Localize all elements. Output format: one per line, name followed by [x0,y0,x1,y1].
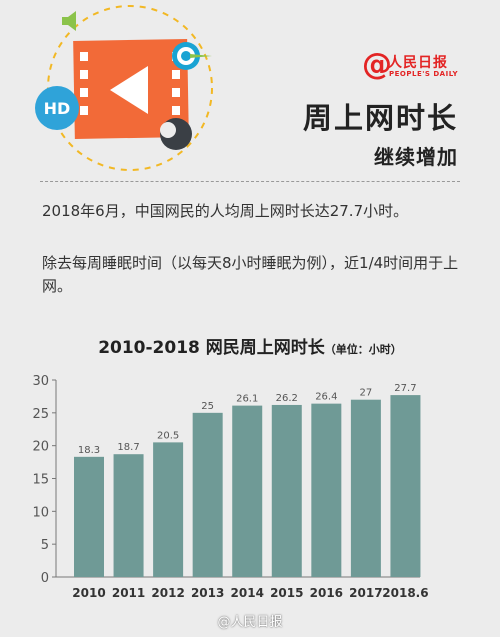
y-tick-label: 5 [41,538,49,553]
sleep-paragraph: 除去每周睡眠时间（以每天8小时睡眠为例），近1/4时间用于上网。 [42,254,459,295]
bar-2014 [232,405,263,577]
bar-2016 [311,403,342,577]
bar-2015 [271,404,302,577]
chart-unit-label: （单位：小时） [324,343,402,356]
dashed-divider [40,181,460,182]
x-tick-label: 2011 [112,586,145,600]
y-tick-label: 25 [32,407,49,422]
x-tick-label: 2015 [270,586,303,600]
x-tick-label: 2017 [349,586,382,600]
chart-title: 2010-2018 网民周上网时长 [98,338,325,358]
bar-value-label: 25 [201,401,214,412]
y-tick-label: 0 [41,571,49,586]
intro-paragraph: 2018年6月，中国网民的人均周上网时长达27.7小时。 [42,202,409,220]
hd-badge-label: HD [44,99,71,118]
y-tick-label: 20 [32,440,49,455]
target-icon [172,42,212,70]
bar-value-label: 26.1 [236,394,258,405]
bar-2012 [153,442,184,577]
logo-at-mark: @ [362,47,392,82]
x-tick-label: 2016 [310,586,343,600]
chart-title-row: 2010-2018 网民周上网时长（单位：小时） [0,333,500,358]
bar-2011 [113,454,144,577]
page-title: 周上网时长 [302,101,458,135]
bar-2013 [192,412,223,577]
bar-chart: 0 5 10 15 20 25 30 18.3 2010 18.7 2011 20.5 2012 25 20… [32,374,428,600]
bar-value-label: 27 [360,388,373,399]
bar-value-label: 26.4 [315,392,337,403]
x-tick-label: 2018.6 [382,586,428,600]
page-subtitle: 继续增加 [374,145,458,169]
play-icon [110,66,148,114]
logo-name: 人民日报 [388,55,448,71]
y-tick-label: 15 [32,473,49,488]
logo-english: PEOPLE'S DAILY [389,70,459,78]
bar-value-label: 20.5 [157,430,179,441]
x-tick-label: 2014 [231,586,264,600]
bar-value-label: 27.7 [394,383,416,394]
bar-value-label: 18.3 [78,445,100,456]
bar-value-label: 26.2 [276,393,298,404]
bar-value-label: 18.7 [117,442,139,453]
y-tick-label: 30 [32,374,49,389]
x-tick-label: 2013 [191,586,224,600]
hero-illustration: HD [35,5,213,171]
y-tick-label: 10 [32,505,49,520]
speaker-icon [62,11,76,31]
bar-2018.6 [390,395,421,577]
moon-icon [160,118,192,150]
watermark: @人民日报 [217,615,283,630]
x-tick-label: 2010 [72,586,105,600]
bar-2010 [74,456,104,577]
bar-2017 [350,399,381,577]
x-tick-label: 2012 [151,586,184,600]
hd-badge-icon: HD [35,86,79,130]
